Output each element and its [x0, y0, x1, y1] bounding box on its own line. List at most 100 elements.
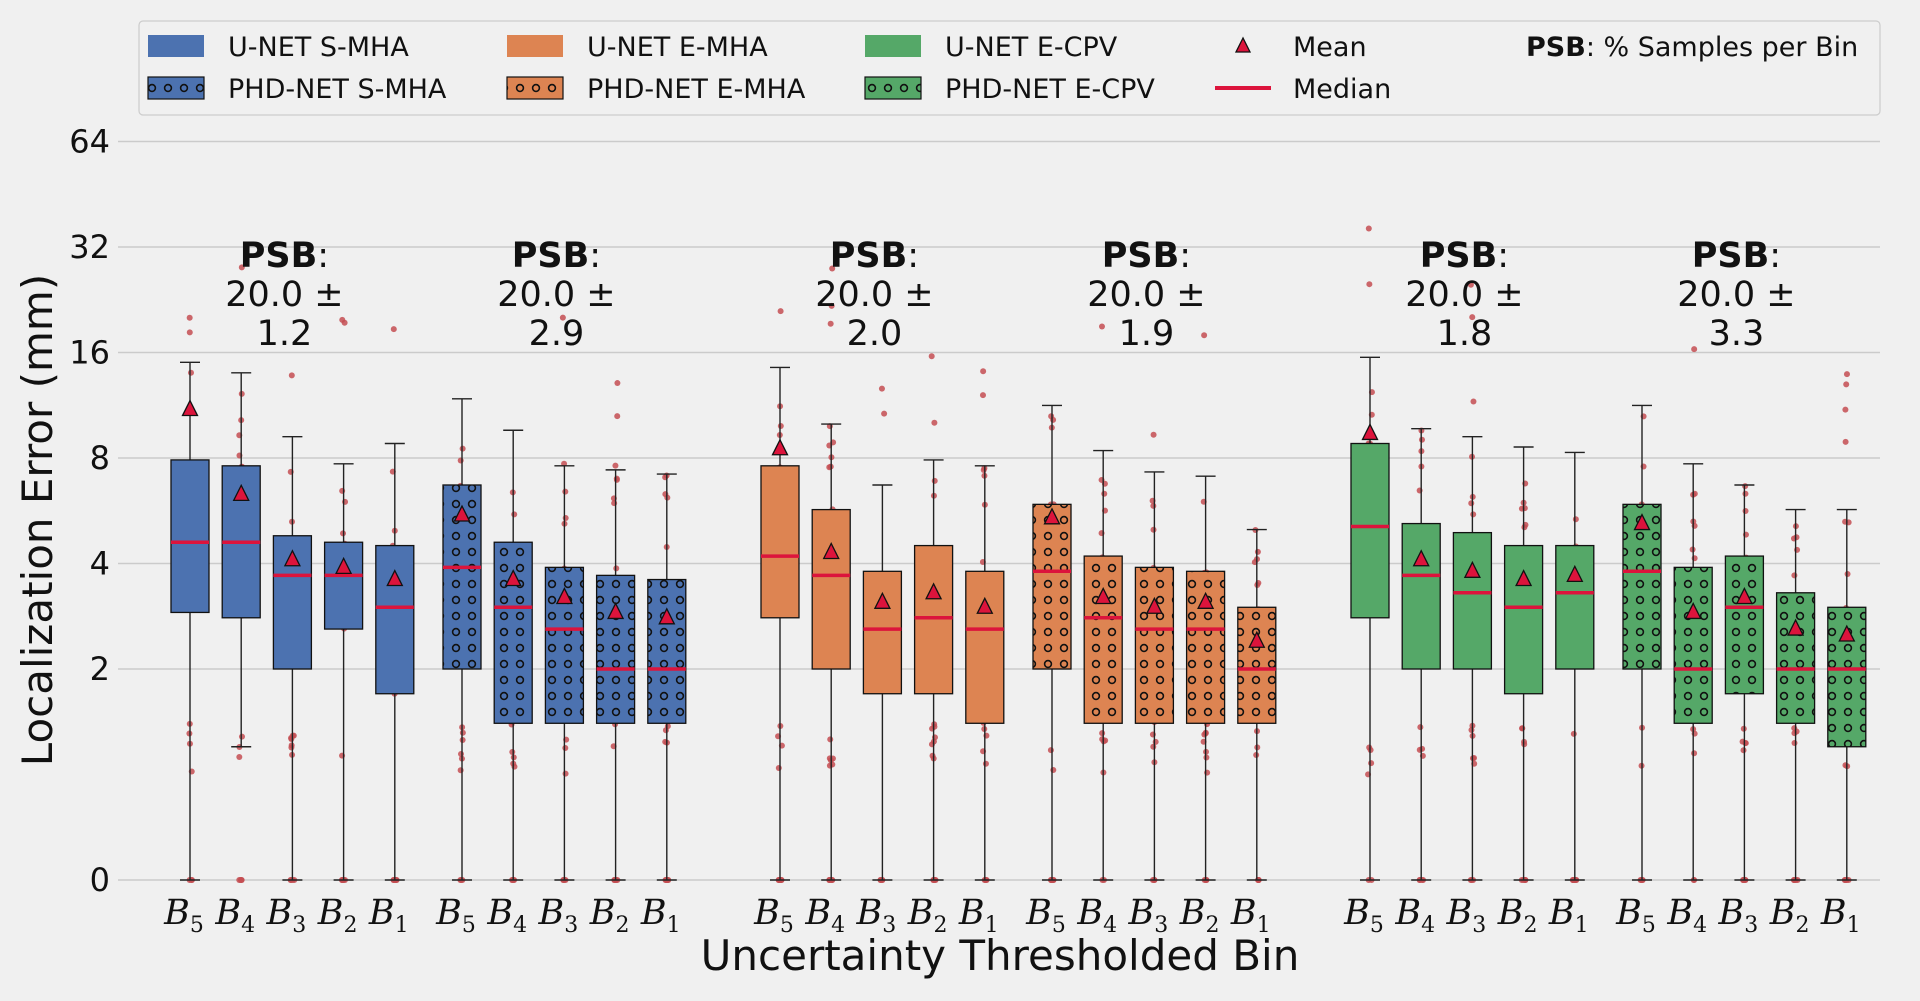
x-tick-letter: B: [640, 893, 667, 933]
box-phd-net-e-mha-b1: [1237, 528, 1277, 881]
data-point: [1742, 490, 1749, 497]
box-phd-net-s-mha-b5: [442, 398, 482, 881]
legend-swatch: [148, 35, 204, 57]
data-point: [775, 765, 782, 772]
legend-label: Median: [1293, 74, 1391, 105]
boxes: [170, 356, 1867, 881]
psb-std: 1.2: [257, 314, 313, 354]
x-tick-label: B3: [266, 893, 307, 938]
data-point: [979, 392, 986, 399]
psb-bold: PSB: [1102, 236, 1180, 276]
data-point: [390, 326, 397, 333]
data-point: [1368, 760, 1375, 767]
x-tick-label: B5: [1343, 893, 1384, 938]
legend-label: U-NET S-MHA: [228, 32, 409, 63]
data-point: [1842, 406, 1849, 413]
x-tick-subscript: 3: [564, 913, 578, 938]
legend-label: PHD-NET E-MHA: [587, 74, 806, 105]
x-tick-subscript: 2: [343, 913, 357, 938]
data-point: [1519, 725, 1526, 732]
box-hatch: [1237, 607, 1276, 724]
legend-psb-bold: PSB: [1526, 32, 1586, 63]
psb-colon: :: [907, 236, 919, 276]
box-hatch: [1623, 504, 1661, 669]
box-body: [811, 508, 851, 670]
mean-marker: [335, 556, 353, 575]
x-tick-label: B2: [1769, 893, 1810, 938]
legend-swatch: [507, 35, 563, 57]
box-body: [375, 544, 415, 695]
x-tick-label: B4: [214, 893, 255, 938]
legend-label: U-NET E-MHA: [587, 32, 768, 63]
data-point: [1843, 381, 1850, 388]
x-tick-subscript: 3: [292, 913, 306, 938]
data-point: [562, 488, 569, 495]
box-u-net-s-mha-b4: [221, 372, 261, 748]
psb-label: PSB:: [1692, 236, 1781, 276]
y-tick-label: 4: [90, 545, 110, 583]
mean-marker: [976, 596, 994, 614]
data-point: [881, 410, 888, 417]
mean-marker: [1633, 513, 1651, 531]
data-point: [1791, 572, 1798, 579]
x-tick-label: B5: [1615, 893, 1656, 938]
x-tick-label: B2: [317, 893, 358, 938]
mean-marker: [1787, 618, 1805, 636]
data-point: [457, 457, 464, 464]
data-point: [1570, 730, 1577, 737]
legend-label: U-NET E-CPV: [945, 32, 1118, 63]
x-tick-letter: B: [804, 893, 831, 933]
psb-label: PSB:: [830, 236, 919, 276]
box-hatch: [1725, 556, 1764, 694]
box-u-net-s-mha-b3: [272, 436, 313, 881]
box-u-net-e-cpv-b4: [1401, 427, 1441, 881]
psb-std: 1.9: [1119, 314, 1175, 354]
x-tick-subscript: 4: [1693, 913, 1707, 938]
x-tick-letter: B: [1343, 893, 1370, 933]
box-hatch: [1033, 504, 1071, 669]
data-point: [1098, 323, 1105, 330]
x-tick-subscript: 1: [395, 913, 409, 938]
x-tick-label: B1: [640, 893, 681, 938]
data-point: [1365, 225, 1372, 232]
data-point: [1844, 570, 1851, 577]
mean-marker: [1094, 587, 1112, 605]
x-tick-letter: B: [1615, 893, 1642, 933]
x-tick-subscript: 2: [1205, 913, 1219, 938]
x-tick-subscript: 1: [985, 913, 999, 938]
box-u-net-e-mha-b2: [913, 459, 954, 881]
data-point: [614, 413, 621, 420]
psb-colon: :: [1179, 236, 1191, 276]
box-body: [1503, 544, 1544, 695]
box-u-net-s-mha-b1: [375, 442, 415, 881]
mean-marker: [1684, 601, 1702, 620]
legend-psb-note: PSB: % Samples per Bin: [1526, 32, 1858, 63]
data-point: [1470, 511, 1477, 518]
x-tick-labels: B5 B4 B3 B2 B1 B5 B4 B3 B2 B1 B5 B4 B3 B2 B1 B5 B4 B3 B2 B1…: [163, 893, 1861, 938]
data-point: [236, 754, 243, 761]
mean-marker: [555, 587, 573, 605]
data-point: [931, 723, 938, 730]
x-tick-letter: B: [589, 893, 616, 933]
data-point: [931, 419, 938, 426]
x-tick-subscript: 5: [780, 913, 794, 938]
box-u-net-s-mha-b5: [170, 361, 210, 881]
x-tick-subscript: 1: [667, 913, 681, 938]
x-tick-letter: B: [538, 893, 565, 933]
box-phd-net-s-mha-b3: [544, 465, 585, 881]
data-point: [1366, 281, 1373, 288]
box-hatch: [1776, 592, 1815, 724]
box-u-net-e-cpv-b3: [1452, 436, 1493, 881]
x-tick-label: B1: [1230, 893, 1271, 938]
box-u-net-e-mha-b1: [965, 465, 1005, 881]
x-tick-subscript: 3: [1472, 913, 1486, 938]
data-point: [1742, 507, 1749, 514]
data-point: [1470, 398, 1477, 405]
data-point: [1742, 483, 1749, 490]
legend-swatch-hatch: [148, 77, 204, 99]
psb-value: 20.0 ±: [225, 275, 343, 315]
x-tick-letter: B: [1820, 893, 1847, 933]
data-point: [1050, 767, 1057, 774]
box-body: [170, 459, 210, 614]
